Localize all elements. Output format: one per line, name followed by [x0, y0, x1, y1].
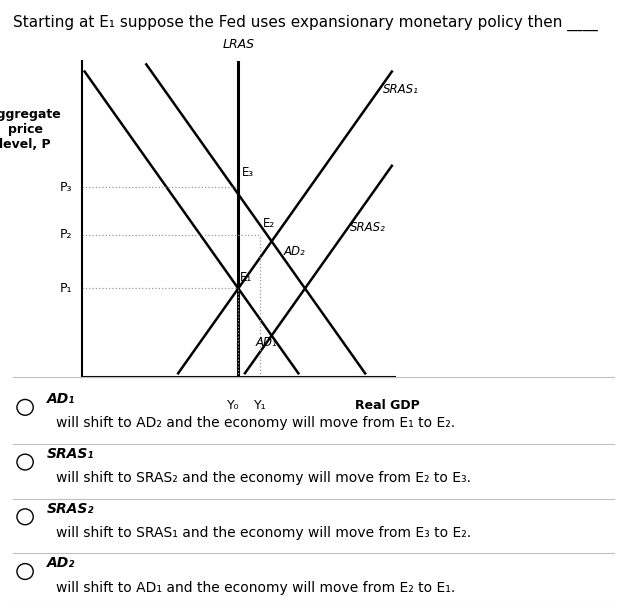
Text: P₁: P₁	[60, 282, 72, 295]
Text: AD₂: AD₂	[284, 245, 305, 258]
Text: E₁: E₁	[240, 271, 252, 284]
Text: SRAS₂: SRAS₂	[350, 221, 386, 234]
Text: AD₁: AD₁	[47, 392, 75, 406]
Text: LRAS: LRAS	[222, 38, 255, 51]
Text: Y₁: Y₁	[254, 399, 266, 412]
Text: E₃: E₃	[241, 167, 253, 179]
Text: will shift to AD₂ and the economy will move from E₁ to E₂.: will shift to AD₂ and the economy will m…	[56, 416, 456, 430]
Text: Real GDP: Real GDP	[356, 399, 420, 412]
Text: AD₂: AD₂	[47, 556, 75, 570]
Text: Aggregate
price
level, P: Aggregate price level, P	[0, 108, 62, 151]
Text: SRAS₁: SRAS₁	[47, 447, 95, 461]
Text: will shift to SRAS₂ and the economy will move from E₂ to E₃.: will shift to SRAS₂ and the economy will…	[56, 471, 472, 485]
Text: will shift to AD₁ and the economy will move from E₂ to E₁.: will shift to AD₁ and the economy will m…	[56, 581, 456, 595]
Text: P₃: P₃	[60, 181, 72, 194]
Text: AD₁: AD₁	[256, 336, 277, 349]
Text: Y₀: Y₀	[228, 399, 240, 412]
Text: SRAS₂: SRAS₂	[47, 502, 95, 516]
Text: P₂: P₂	[60, 228, 72, 241]
Text: Starting at E₁ suppose the Fed uses expansionary monetary policy then ____: Starting at E₁ suppose the Fed uses expa…	[13, 15, 598, 32]
Text: SRAS₁: SRAS₁	[382, 83, 418, 95]
Text: will shift to SRAS₁ and the economy will move from E₃ to E₂.: will shift to SRAS₁ and the economy will…	[56, 526, 472, 540]
Text: E₂: E₂	[263, 217, 275, 230]
